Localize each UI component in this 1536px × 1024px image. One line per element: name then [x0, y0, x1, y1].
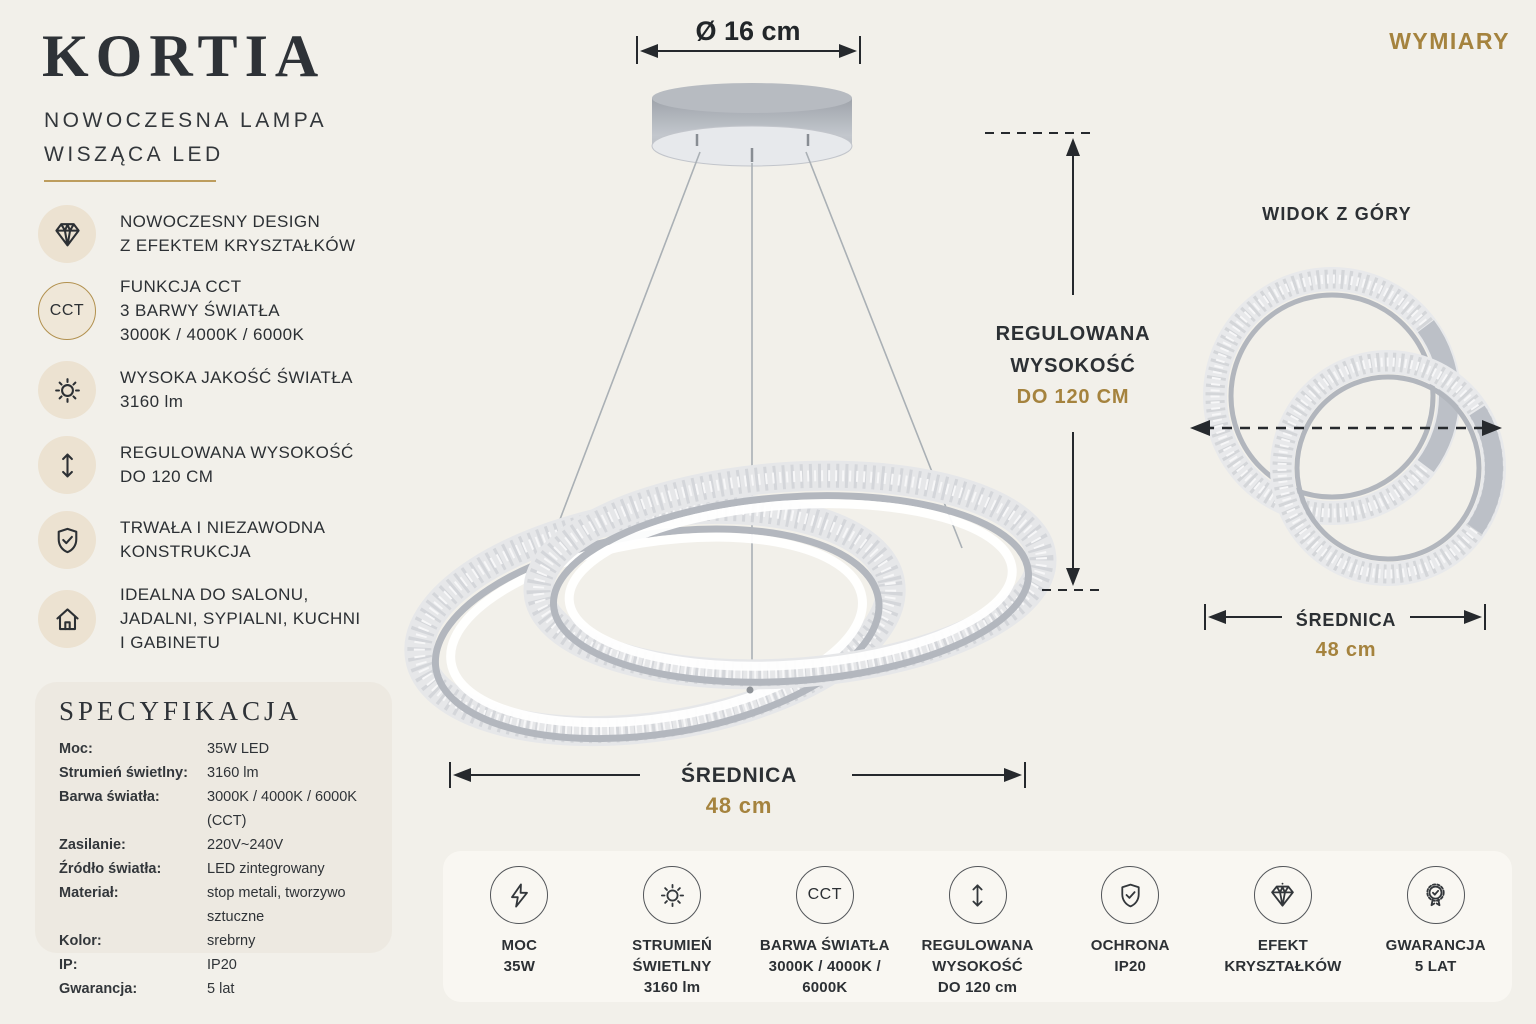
- feature-text: WYSOKA JAKOŚĆ ŚWIATŁA 3160 lm: [120, 368, 353, 411]
- top-view-diameter-label: ŚREDNICA: [1295, 610, 1397, 630]
- spec-row: Kolor: srebrny: [59, 933, 256, 949]
- top-view-label: WIDOK Z GÓRY: [1262, 204, 1412, 224]
- diamond-icon: [38, 205, 96, 263]
- badge-warranty: GWARANCJA 5 LAT: [1359, 866, 1512, 977]
- spec-row: Źródło światła: LED zintegrowany: [59, 861, 325, 877]
- badge-ip: OCHRONA IP20: [1054, 866, 1207, 977]
- canopy-diameter-label: Ø 16 cm: [695, 16, 801, 46]
- badge-cct: CCT BARWA ŚWIATŁA 3000K / 4000K / 6000K: [748, 866, 901, 998]
- feature-item-cct: CCT FUNKCJA CCT 3 BARWY ŚWIATŁA 3000K / …: [38, 275, 304, 347]
- lamp-ring-upper: [523, 460, 1057, 690]
- page-subtitle: NOWOCZESNA LAMPA WISZĄCA LED: [44, 109, 328, 166]
- diameter-value: 48 cm: [705, 793, 773, 818]
- diamond-icon: [1253, 866, 1312, 924]
- feature-text: TRWAŁA I NIEZAWODNA KONSTRUKCJA: [120, 518, 326, 561]
- spec-row: IP: IP20: [59, 957, 237, 973]
- feature-text: NOWOCZESNY DESIGN Z EFEKTEM KRYSZTAŁKÓW: [120, 212, 356, 255]
- cct-badge: CCT: [795, 866, 854, 924]
- spec-title: SPECYFIKACJA: [59, 696, 303, 726]
- feature-badge-bar: MOC 35W STRUMIEŃ ŚWIETLNY 3160 lm CCT BA…: [443, 851, 1512, 1002]
- height-arrow-icon: [948, 866, 1007, 924]
- top-view-diameter-value: 48 cm: [1315, 639, 1377, 661]
- sun-icon: [643, 866, 702, 924]
- feature-text: REGULOWANA WYSOKOŚĆ DO 120 CM: [120, 443, 354, 486]
- badge-power: MOC 35W: [443, 866, 596, 977]
- title-divider: [44, 180, 216, 182]
- spec-row: Gwarancja: 5 lat: [59, 981, 235, 997]
- spec-row: Moc: 35W LED: [59, 741, 270, 757]
- badge-height: REGULOWANA WYSOKOŚĆ DO 120 cm: [901, 866, 1054, 998]
- bolt-icon: [490, 866, 549, 924]
- badge-lumen: STRUMIEŃ ŚWIETLNY 3160 lm: [596, 866, 749, 998]
- feature-item-construction: TRWAŁA I NIEZAWODNA KONSTRUKCJA: [38, 511, 325, 569]
- feature-text: FUNKCJA CCT 3 BARWY ŚWIATŁA 3000K / 4000…: [120, 277, 305, 344]
- page-title: KORTIA: [42, 23, 326, 89]
- spec-row: Barwa światła: 3000K / 4000K / 6000K (CCT…: [59, 789, 357, 829]
- ceiling-canopy: [651, 83, 853, 167]
- shield-check-icon: [1101, 866, 1160, 924]
- lamp-ring-lower: [404, 493, 906, 747]
- height-label: REGULOWANA WYSOKOŚĆ: [995, 323, 1151, 377]
- top-view-ring-large: [1203, 267, 1461, 525]
- spec-row: Materiał: stop metali, tworzywo sztuczne: [59, 885, 346, 925]
- feature-text: IDEALNA DO SALONU, JADALNI, SYPIALNI, KU…: [120, 585, 361, 652]
- feature-item-design: NOWOCZESNY DESIGN Z EFEKTEM KRYSZTAŁKÓW: [38, 205, 355, 263]
- spec-row: Zasilanie: 220V~240V: [59, 837, 284, 853]
- height-arrow-icon: [38, 436, 96, 494]
- badge-crystal: EFEKT KRYSZTAŁKÓW: [1207, 866, 1360, 977]
- cct-badge-text: CCT: [49, 302, 85, 319]
- wymiary-label: WYMIARY: [1389, 28, 1510, 54]
- feature-item-height: REGULOWANA WYSOKOŚĆ DO 120 CM: [38, 436, 354, 494]
- spec-row: Strumień świetlny: 3160 lm: [59, 765, 259, 781]
- top-view-ring-small: [1270, 350, 1506, 586]
- shield-check-icon: [38, 511, 96, 569]
- cct-badge: CCT: [38, 282, 96, 340]
- diameter-label: ŚREDNICA: [680, 764, 798, 787]
- suspension-wires: [529, 151, 963, 690]
- sun-icon: [38, 361, 96, 419]
- cct-badge-text: CCT: [807, 886, 842, 903]
- house-icon: [38, 590, 96, 648]
- specification-panel: SPECYFIKACJA Moc: 35W LED Strumień świetl…: [35, 682, 392, 997]
- feature-item-rooms: IDEALNA DO SALONU, JADALNI, SYPIALNI, KU…: [38, 583, 361, 655]
- height-value: DO 120 CM: [1016, 386, 1130, 408]
- feature-item-light-quality: WYSOKA JAKOŚĆ ŚWIATŁA 3160 lm: [38, 361, 353, 419]
- medal-icon: [1406, 866, 1465, 924]
